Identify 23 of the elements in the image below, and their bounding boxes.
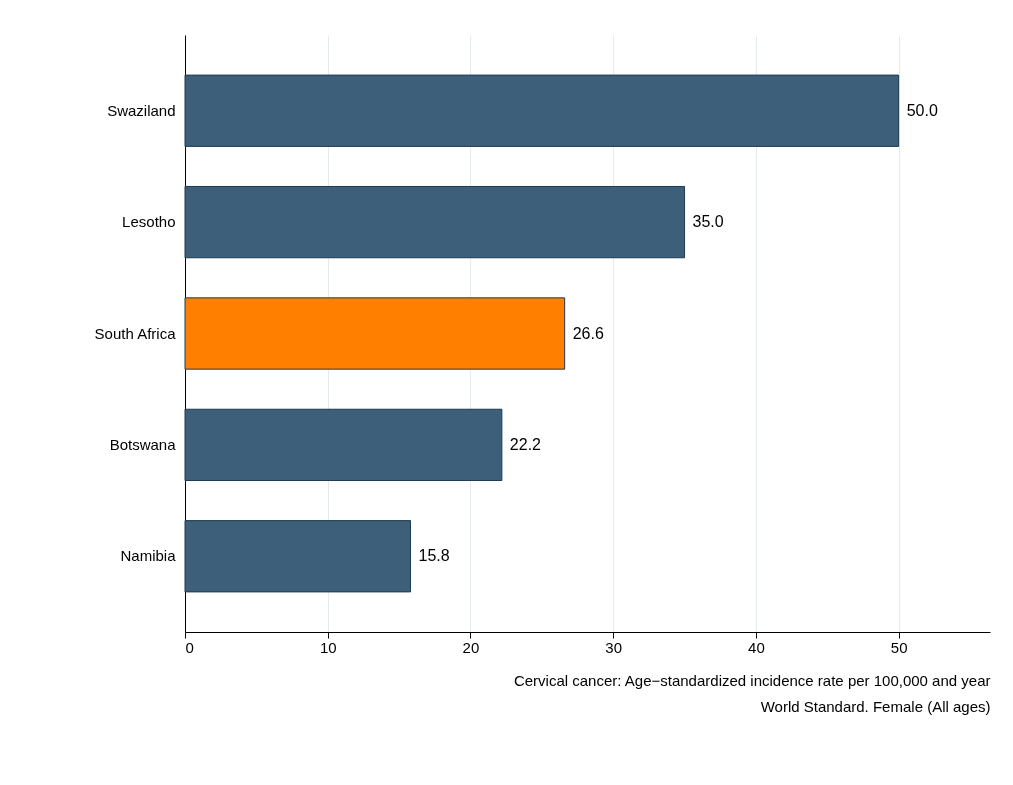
x-tick-label: 10 bbox=[319, 638, 337, 656]
data-label: 22.2 bbox=[509, 435, 542, 453]
x-tick-label: 0 bbox=[185, 638, 194, 656]
data-label: 26.6 bbox=[572, 324, 604, 342]
x-tick-label: 20 bbox=[462, 638, 480, 656]
y-tick-label: Swaziland bbox=[107, 101, 176, 119]
bar bbox=[184, 408, 503, 482]
x-axis-title: Cervical cancer: Age−standardized incidence rate per 100,000 and year bbox=[513, 671, 991, 689]
text: World Standard. Female (All ages) bbox=[760, 697, 991, 715]
bar bbox=[184, 74, 900, 147]
y-tick-label: Botswana bbox=[109, 435, 177, 453]
y-tick-label: South Africa bbox=[94, 324, 177, 342]
data-label: 50.0 bbox=[906, 101, 938, 119]
data-label: 15.8 bbox=[418, 547, 450, 565]
bar bbox=[184, 520, 412, 593]
bar bbox=[184, 297, 566, 370]
x-tick-label: 30 bbox=[605, 638, 623, 656]
y-tick-label: Lesotho bbox=[122, 213, 176, 231]
x-tick-label: 50 bbox=[890, 638, 908, 656]
y-tick-label: Namibia bbox=[120, 547, 177, 565]
data-label: 35.0 bbox=[692, 213, 724, 231]
bar bbox=[184, 185, 686, 259]
x-tick-label: 40 bbox=[748, 638, 765, 656]
